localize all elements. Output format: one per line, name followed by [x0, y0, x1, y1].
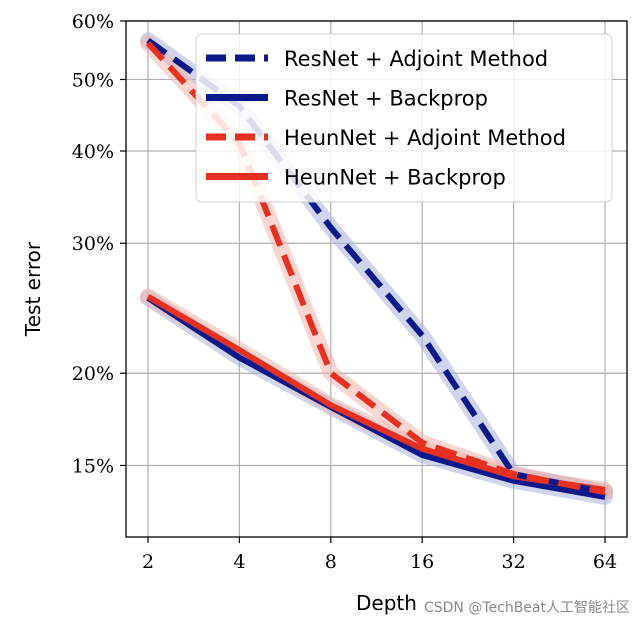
legend-label: HeunNet + Adjoint Method	[284, 126, 566, 150]
x-tick-label: 4	[233, 551, 245, 573]
legend: ResNet + Adjoint Method ResNet + Backprop…	[195, 33, 613, 203]
legend-label: HeunNet + Backprop	[284, 166, 506, 190]
plot-frame	[125, 20, 628, 538]
y-tick-label: 20%	[72, 363, 114, 385]
series-line	[146, 295, 606, 500]
series-band	[140, 288, 613, 498]
y-tick-label: 60%	[72, 11, 114, 33]
series-line	[146, 294, 606, 493]
y-tick-label: 15%	[72, 455, 114, 477]
y-axis-title: Test error	[21, 241, 45, 337]
x-tick-label: 16	[410, 551, 434, 573]
y-tick-label: 30%	[72, 233, 114, 255]
y-ticks: 15% 20% 30% 40% 50% 60%	[72, 11, 126, 477]
watermark-text: CSDN @TechBeat人工智能社区	[424, 600, 630, 616]
x-tick-label: 8	[325, 551, 337, 573]
legend-label: ResNet + Backprop	[284, 87, 488, 111]
legend-box	[195, 33, 613, 203]
x-tick-label: 2	[142, 551, 154, 573]
legend-label: ResNet + Adjoint Method	[284, 47, 548, 71]
x-ticks: 2 4 8 16 32 64	[142, 537, 617, 573]
y-tick-label: 40%	[72, 141, 114, 163]
x-tick-label: 32	[502, 551, 526, 573]
y-tick-label: 50%	[72, 69, 114, 91]
x-tick-label: 64	[593, 551, 617, 573]
x-axis-title: Depth	[356, 591, 417, 615]
